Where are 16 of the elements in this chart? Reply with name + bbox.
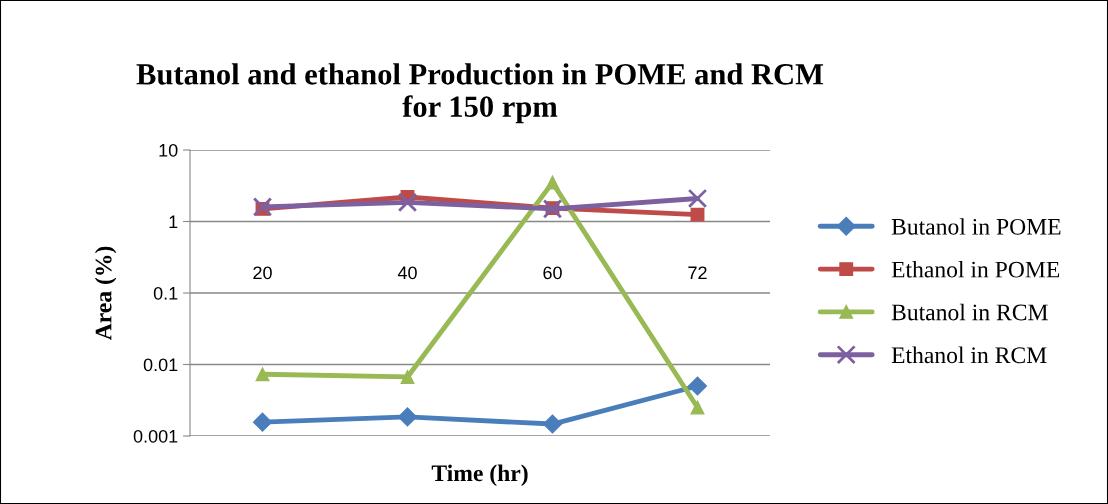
legend-label: Ethanol in RCM bbox=[891, 346, 1047, 364]
y-tick-label: 0.1 bbox=[153, 286, 178, 300]
x-tick-label: 20 bbox=[253, 266, 272, 280]
y-tick-label: 1 bbox=[169, 215, 178, 229]
chart-title: Butanol and ethanol Production in POME and RCM for 150 rpm bbox=[136, 63, 824, 124]
x-tick-label: 40 bbox=[397, 266, 417, 280]
legend-label: Ethanol in POME bbox=[891, 260, 1060, 278]
y-tick-label: 0.01 bbox=[143, 358, 178, 372]
y-tick-label: 0.001 bbox=[133, 429, 178, 443]
y-axis-title: Area (%) bbox=[94, 246, 117, 341]
y-tick-label: 10 bbox=[159, 143, 178, 157]
x-tick-label: 60 bbox=[543, 266, 562, 280]
legend-label: Butanol in POME bbox=[891, 218, 1061, 235]
x-axis-title: Time (hr) bbox=[431, 464, 528, 487]
x-tick-label: 72 bbox=[688, 266, 707, 280]
legend-label: Butanol in RCM bbox=[891, 303, 1048, 321]
